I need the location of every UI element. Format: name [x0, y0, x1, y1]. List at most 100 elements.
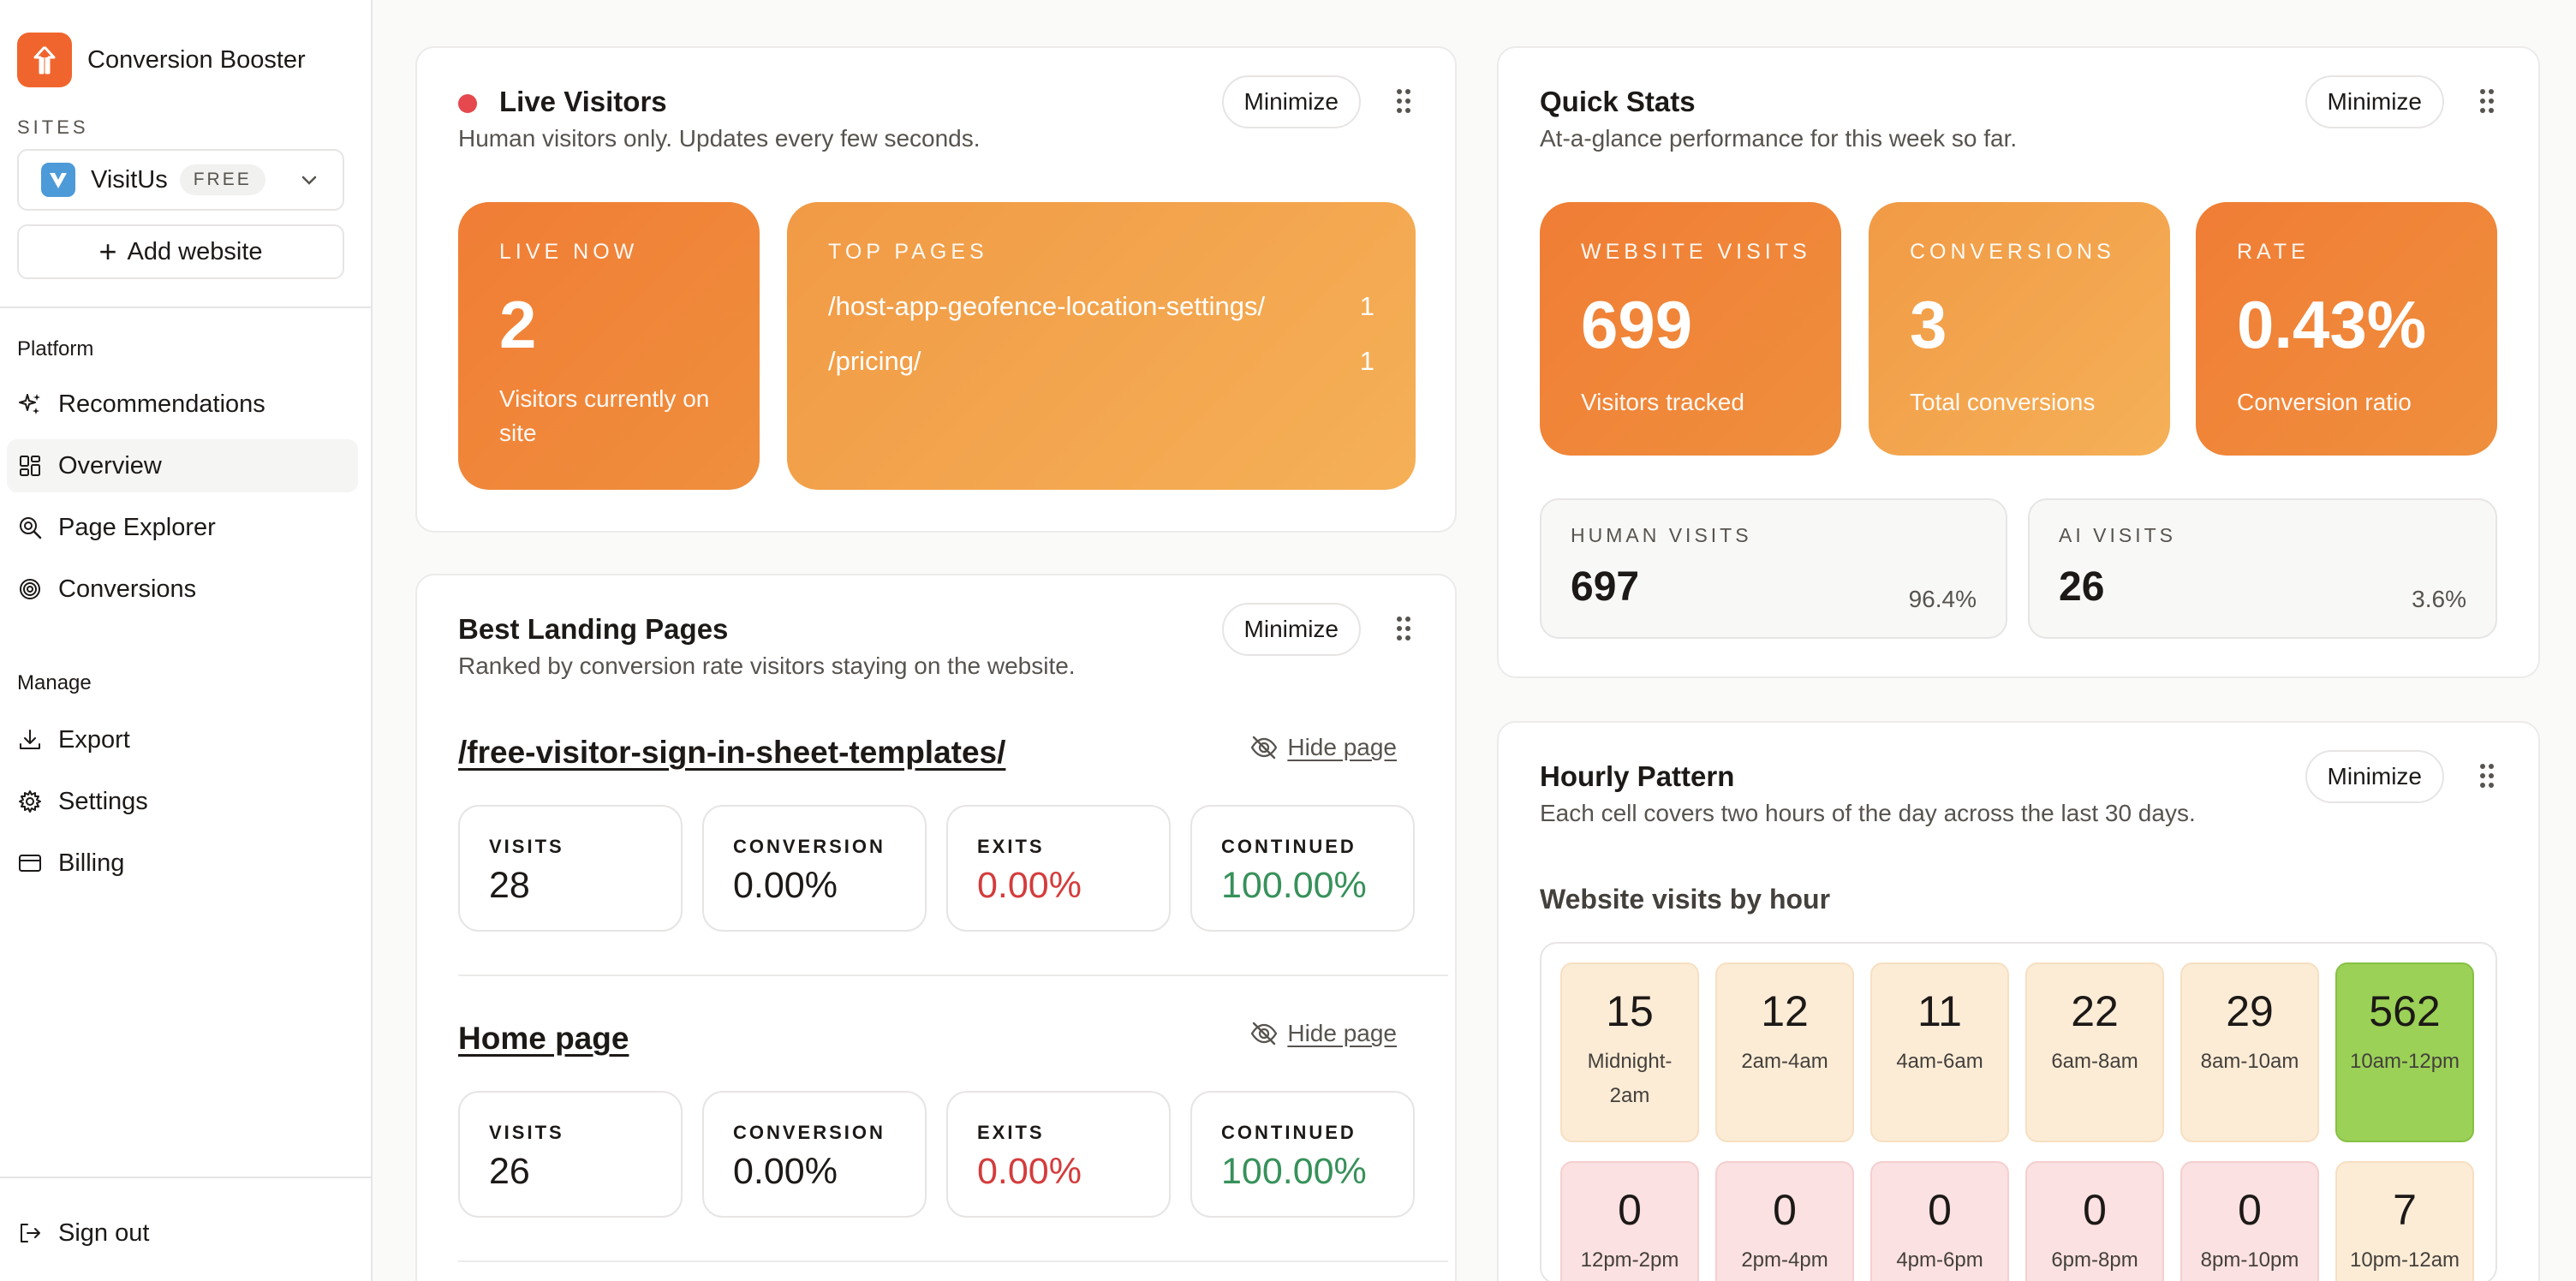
- brand[interactable]: Conversion Booster: [17, 33, 306, 87]
- metric-label: EXITS: [977, 1122, 1045, 1143]
- human-visits-box: HUMAN VISITS 697 96.4%: [1540, 498, 2007, 639]
- conversions-tile: CONVERSIONS 3 Total conversions: [1869, 202, 2170, 456]
- heatmap-cell[interactable]: 562 10am-12pm: [2335, 962, 2474, 1142]
- drag-handle-icon[interactable]: [1397, 617, 1410, 640]
- sign-out-button[interactable]: Sign out: [7, 1207, 358, 1260]
- top-pages-tile: TOP PAGES /host-app-geofence-location-se…: [787, 202, 1416, 490]
- metric-value: 28: [489, 865, 530, 906]
- heatmap-cell[interactable]: 0 12pm-2pm: [1560, 1161, 1699, 1281]
- heatmap-cell-label: 8am-10am: [2200, 1050, 2299, 1073]
- heatmap-cell-value: 22: [2071, 987, 2119, 1035]
- divider: [458, 974, 1448, 976]
- heatmap-cell[interactable]: 0 4pm-6pm: [1870, 1161, 2009, 1281]
- heatmap-cell-label: 6am-8am: [2051, 1050, 2138, 1073]
- heatmap-cell[interactable]: 0 6pm-8pm: [2025, 1161, 2164, 1281]
- card-title: Live Visitors: [499, 86, 667, 117]
- stat-percent: 96.4%: [1908, 586, 1977, 612]
- hide-page-label: Hide page: [1287, 734, 1397, 760]
- card-subtitle: At-a-glance performance for this week so…: [1540, 125, 2018, 152]
- eye-off-icon: [1251, 736, 1278, 760]
- drag-handle-icon[interactable]: [1397, 89, 1410, 113]
- heatmap-cell-value: 29: [2226, 987, 2274, 1035]
- landing-page-link[interactable]: /free-visitor-sign-in-sheet-templates/: [458, 735, 1006, 770]
- top-page-count: 1: [1359, 291, 1374, 321]
- site-selector[interactable]: VisitUs FREE: [17, 149, 344, 211]
- top-page-path[interactable]: /pricing/: [828, 346, 921, 376]
- heatmap-cell-label: 10pm-12am: [2349, 1248, 2460, 1272]
- add-website-button[interactable]: + Add website: [17, 224, 344, 279]
- sidebar-item-billing[interactable]: Billing: [7, 837, 358, 890]
- heatmap-cell[interactable]: 12 2am-4am: [1715, 962, 1854, 1142]
- sidebar-item-page-explorer[interactable]: Page Explorer: [7, 501, 358, 554]
- heatmap-cell[interactable]: 11 4am-6am: [1870, 962, 2009, 1142]
- metric-value: 100.00%: [1221, 1151, 1367, 1192]
- heatmap-cell[interactable]: 15 Midnight-2am: [1560, 962, 1699, 1142]
- minimize-button[interactable]: Minimize: [1221, 75, 1361, 128]
- quick-stats-card: Quick Stats At-a-glance performance for …: [1497, 46, 2540, 678]
- best-landing-pages-card: Best Landing Pages Ranked by conversion …: [415, 574, 1457, 1281]
- conversion-metric: CONVERSION 0.00%: [702, 1091, 927, 1218]
- heatmap-cell-value: 562: [2369, 987, 2441, 1035]
- sidebar-item-label: Settings: [58, 787, 148, 815]
- heatmap-cell-label: 4pm-6pm: [1896, 1248, 1983, 1272]
- heatmap-cell-label: 12pm-2pm: [1580, 1248, 1679, 1272]
- target-icon: [20, 579, 40, 599]
- tile-label: RATE: [2237, 240, 2310, 264]
- sidebar-item-recommendations[interactable]: Recommendations: [7, 378, 358, 431]
- drag-handle-icon[interactable]: [2480, 764, 2494, 788]
- metric-label: CONTINUED: [1221, 1122, 1357, 1143]
- metric-label: VISITS: [489, 1122, 564, 1143]
- heatmap-cell-value: 7: [2393, 1186, 2417, 1234]
- card-title: Hourly Pattern: [1540, 760, 1735, 792]
- card-subtitle: Ranked by conversion rate visitors stayi…: [458, 652, 1076, 679]
- sidebar-item-label: Export: [58, 725, 130, 754]
- add-website-label: Add website: [127, 237, 263, 265]
- metric-value: 26: [489, 1151, 530, 1192]
- tile-label: LIVE NOW: [499, 240, 639, 264]
- minimize-button[interactable]: Minimize: [2305, 75, 2444, 128]
- heatmap-cell[interactable]: 7 10pm-12am: [2335, 1161, 2474, 1281]
- landing-page-link[interactable]: Home page: [458, 1021, 629, 1056]
- card-title: Best Landing Pages: [458, 613, 729, 645]
- heatmap-cell[interactable]: 22 6am-8am: [2025, 962, 2164, 1142]
- sparkles-icon: [19, 394, 40, 414]
- minimize-button[interactable]: Minimize: [2305, 750, 2444, 803]
- hide-page-button[interactable]: Hide page: [1249, 733, 1397, 762]
- heatmap-cell[interactable]: 29 8am-10am: [2180, 962, 2319, 1142]
- download-icon: [20, 730, 40, 749]
- heatmap-cell-value: 0: [2083, 1186, 2107, 1234]
- tile-caption: Visitors tracked: [1581, 389, 1744, 415]
- sidebar-divider: [0, 307, 373, 308]
- stat-label: AI VISITS: [2059, 524, 2176, 546]
- heatmap-cell-label: Midnight-2am: [1587, 1050, 1673, 1107]
- top-page-path[interactable]: /host-app-geofence-location-settings/: [828, 291, 1266, 321]
- stat-label: HUMAN VISITS: [1571, 524, 1752, 546]
- sidebar-item-settings[interactable]: Settings: [7, 775, 358, 828]
- ai-visits-box: AI VISITS 26 3.6%: [2028, 498, 2497, 639]
- live-visitors-card: Live Visitors Human visitors only. Updat…: [415, 46, 1457, 533]
- sidebar-divider: [0, 1177, 373, 1178]
- sidebar-item-overview[interactable]: Overview: [7, 439, 358, 492]
- sidebar-item-label: Conversions: [58, 575, 197, 603]
- sign-out-label: Sign out: [58, 1218, 150, 1247]
- metric-value: 0.00%: [733, 865, 838, 906]
- heatmap-heading: Website visits by hour: [1540, 884, 1831, 915]
- heatmap-cell-label: 6pm-8pm: [2051, 1248, 2138, 1272]
- metric-value: 100.00%: [1221, 865, 1367, 906]
- visits-metric: VISITS 28: [458, 805, 683, 932]
- metric-label: VISITS: [489, 836, 564, 857]
- sidebar-item-conversions[interactable]: Conversions: [7, 563, 358, 616]
- minimize-button[interactable]: Minimize: [1221, 603, 1361, 656]
- hide-page-button[interactable]: Hide page: [1249, 1019, 1397, 1048]
- hide-page-label: Hide page: [1287, 1020, 1397, 1046]
- stat-value: 26: [2059, 564, 2105, 610]
- sidebar-item-export[interactable]: Export: [7, 713, 358, 766]
- conversion-metric: CONVERSION 0.00%: [702, 805, 927, 932]
- heatmap-cell[interactable]: 0 2pm-4pm: [1715, 1161, 1854, 1281]
- tile-value: 3: [1910, 287, 1947, 362]
- drag-handle-icon[interactable]: [2480, 89, 2494, 113]
- hourly-pattern-card: Hourly Pattern Each cell covers two hour…: [1497, 721, 2540, 1281]
- tile-value: 699: [1581, 287, 1693, 362]
- app-logo-icon: [17, 33, 72, 87]
- heatmap-cell[interactable]: 0 8pm-10pm: [2180, 1161, 2319, 1281]
